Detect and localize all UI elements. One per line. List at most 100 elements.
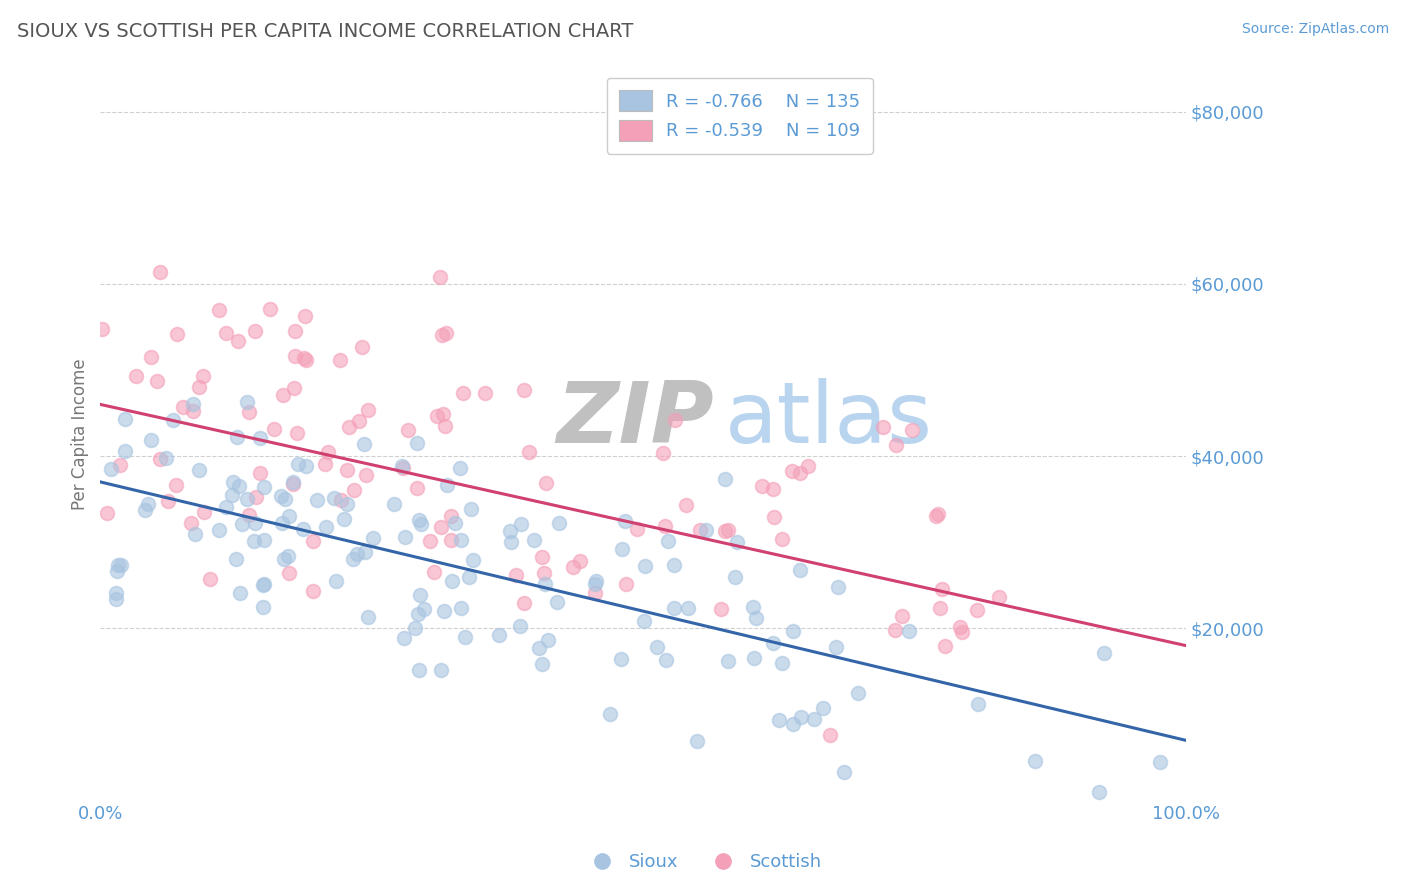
Point xyxy=(91,322,114,336)
Point xyxy=(316,445,339,459)
Point xyxy=(664,413,686,427)
Point xyxy=(742,650,765,665)
Point xyxy=(243,533,266,548)
Point xyxy=(433,604,456,618)
Point xyxy=(243,516,266,530)
Point xyxy=(337,420,360,434)
Point xyxy=(713,472,735,486)
Point xyxy=(245,491,267,505)
Point xyxy=(409,588,432,602)
Point xyxy=(292,351,315,366)
Point xyxy=(789,466,811,480)
Point xyxy=(193,369,215,384)
Point xyxy=(136,497,159,511)
Point xyxy=(405,481,427,495)
Point xyxy=(325,574,347,588)
Point xyxy=(278,509,301,524)
Point xyxy=(710,602,733,616)
Point xyxy=(193,505,215,519)
Point xyxy=(225,552,247,566)
Point xyxy=(394,530,416,544)
Point xyxy=(149,265,172,279)
Point xyxy=(252,599,274,614)
Point xyxy=(762,482,785,496)
Point xyxy=(929,601,952,615)
Point xyxy=(181,404,204,418)
Point xyxy=(357,610,380,624)
Point xyxy=(454,630,477,644)
Point xyxy=(509,619,531,633)
Point xyxy=(423,565,446,579)
Point xyxy=(848,686,870,700)
Point xyxy=(322,491,344,505)
Point xyxy=(184,527,207,541)
Point xyxy=(441,574,464,588)
Point xyxy=(934,640,956,654)
Point xyxy=(613,514,636,528)
Point xyxy=(610,651,633,665)
Point xyxy=(307,492,329,507)
Point xyxy=(274,492,297,507)
Point xyxy=(614,577,637,591)
Point xyxy=(533,566,555,581)
Point xyxy=(517,444,540,458)
Point xyxy=(249,466,271,480)
Point xyxy=(409,517,432,532)
Point xyxy=(155,450,177,465)
Point xyxy=(141,350,163,364)
Point xyxy=(450,533,472,547)
Point xyxy=(436,326,458,340)
Point xyxy=(1088,785,1111,799)
Point xyxy=(225,430,247,444)
Point xyxy=(173,400,195,414)
Point xyxy=(655,652,678,666)
Point xyxy=(429,270,451,285)
Point xyxy=(253,577,276,591)
Point xyxy=(273,552,295,566)
Point xyxy=(536,475,558,490)
Point xyxy=(105,586,128,600)
Point xyxy=(782,717,804,731)
Text: Source: ZipAtlas.com: Source: ZipAtlas.com xyxy=(1241,22,1389,37)
Point xyxy=(585,585,607,599)
Point xyxy=(263,422,285,436)
Point xyxy=(238,405,260,419)
Point xyxy=(488,628,510,642)
Point xyxy=(342,552,364,566)
Point xyxy=(474,385,496,400)
Text: SIOUX VS SCOTTISH PER CAPITA INCOME CORRELATION CHART: SIOUX VS SCOTTISH PER CAPITA INCOME CORR… xyxy=(17,22,633,41)
Point xyxy=(803,712,825,726)
Point xyxy=(281,475,304,489)
Point xyxy=(166,326,188,341)
Point xyxy=(689,523,711,537)
Point xyxy=(287,457,309,471)
Point xyxy=(547,595,569,609)
Point xyxy=(927,507,949,521)
Point xyxy=(336,462,359,476)
Point xyxy=(1094,646,1116,660)
Point xyxy=(949,620,972,634)
Point xyxy=(824,640,846,654)
Point xyxy=(382,497,405,511)
Point xyxy=(436,477,458,491)
Point xyxy=(162,413,184,427)
Point xyxy=(139,433,162,447)
Point xyxy=(391,459,413,474)
Point xyxy=(890,608,912,623)
Point xyxy=(780,464,803,478)
Point xyxy=(252,578,274,592)
Point xyxy=(277,566,299,580)
Point xyxy=(354,467,377,482)
Point xyxy=(634,558,657,573)
Point xyxy=(332,512,354,526)
Point xyxy=(125,369,148,384)
Point xyxy=(499,524,522,538)
Point xyxy=(434,418,457,433)
Point xyxy=(221,488,243,502)
Point xyxy=(789,563,811,577)
Point xyxy=(686,734,709,748)
Point xyxy=(134,503,156,517)
Y-axis label: Per Capita Income: Per Capita Income xyxy=(72,359,89,510)
Point xyxy=(440,509,463,524)
Point xyxy=(714,524,737,539)
